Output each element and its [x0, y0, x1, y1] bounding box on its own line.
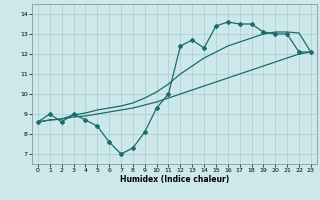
X-axis label: Humidex (Indice chaleur): Humidex (Indice chaleur)	[120, 175, 229, 184]
